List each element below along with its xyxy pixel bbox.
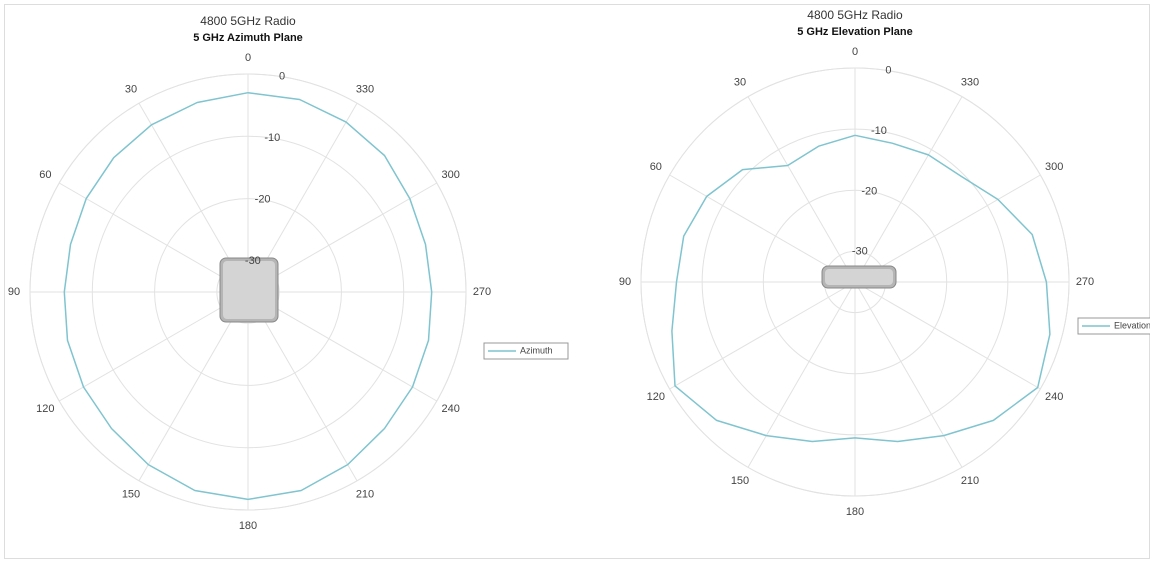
theta-tick-label: 0 [245,52,251,64]
spoke [747,281,856,468]
spoke [854,96,963,283]
spoke [747,96,856,283]
theta-tick-label: 120 [36,403,54,415]
theta-tick-label: 330 [356,83,374,95]
r-tick-label: 0 [279,71,285,83]
grid-circle [29,73,467,511]
theta-tick-label: 180 [846,506,864,518]
spoke [247,291,358,482]
spoke [58,291,249,402]
chart-title: 4800 5GHz Radio [807,8,903,22]
series-line [671,134,1051,443]
grid-circle [701,128,1009,436]
theta-tick-label: 180 [239,520,257,532]
theta-tick-label: 300 [1045,161,1063,173]
theta-tick-label: 60 [39,169,51,181]
spoke [58,182,249,293]
theta-tick-label: 270 [473,286,491,298]
spoke [138,291,249,482]
theta-tick-label: 90 [619,276,631,288]
legend-label: Azimuth [520,345,553,355]
legend-box [483,342,569,360]
r-tick-label: -30 [852,246,868,258]
spoke [854,281,1041,390]
spoke [669,281,856,390]
theta-tick-label: 30 [125,83,137,95]
legend-box [1077,317,1150,335]
theta-tick-label: 150 [122,489,140,501]
chart-subtitle: 5 GHz Elevation Plane [797,26,913,38]
grid-circle [91,135,405,449]
theta-tick-label: 270 [1076,276,1094,288]
theta-tick-label: 240 [1045,391,1063,403]
theta-tick-label: 120 [647,391,665,403]
grid-circle [762,189,948,375]
spoke [247,291,438,402]
chart-subtitle: 5 GHz Azimuth Plane [193,32,303,44]
spoke [669,174,856,283]
theta-tick-label: 90 [8,286,20,298]
theta-tick-label: 30 [734,77,746,89]
device-face [223,261,275,319]
r-tick-label: -10 [871,125,887,137]
theta-tick-label: 330 [961,77,979,89]
chart-title: 4800 5GHz Radio [200,14,296,28]
theta-tick-label: 240 [441,403,459,415]
spoke [247,182,438,293]
r-tick-label: -10 [264,132,280,144]
series-line [63,91,433,501]
theta-tick-label: 210 [961,475,979,487]
legend-label: Elevation [1114,320,1150,330]
spoke [854,174,1041,283]
r-tick-label: -20 [861,185,877,197]
r-tick-label: -30 [245,255,261,267]
r-tick-label: 0 [885,65,891,77]
grid-circle [154,198,342,386]
theta-tick-label: 210 [356,489,374,501]
theta-tick-label: 0 [852,46,858,58]
theta-tick-label: 60 [650,161,662,173]
spoke [854,281,963,468]
theta-tick-label: 150 [731,475,749,487]
r-tick-label: -20 [255,194,271,206]
device-face [825,269,893,285]
theta-tick-label: 300 [441,169,459,181]
grid-circle [640,67,1070,497]
